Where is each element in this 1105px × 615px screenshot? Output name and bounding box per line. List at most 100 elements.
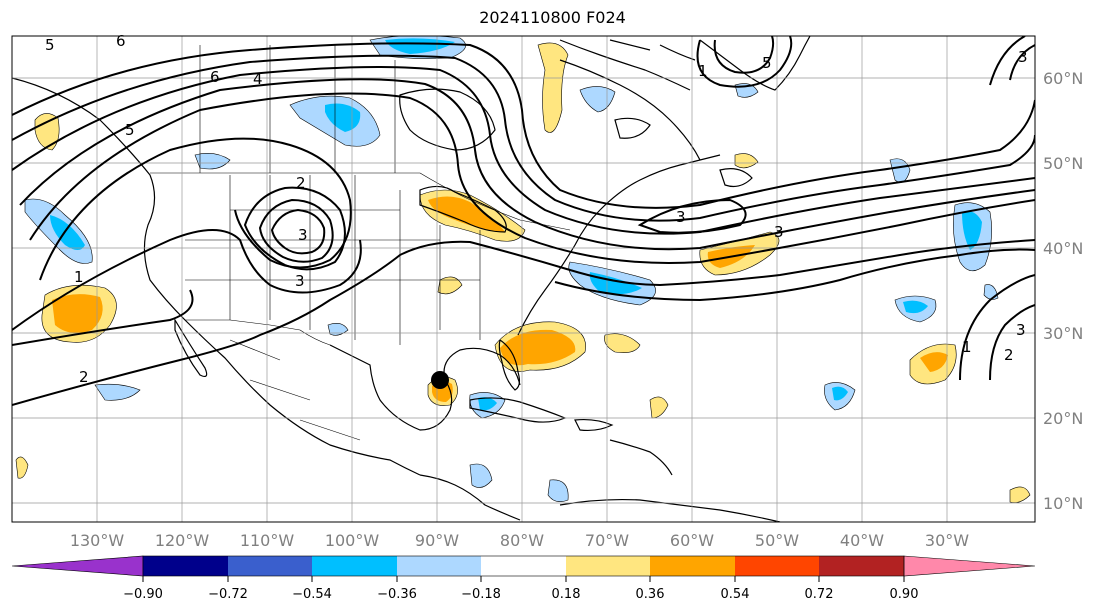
caribbean-islands [609, 439, 673, 476]
lon-label: 80°W [500, 531, 544, 550]
contour-label: 2 [79, 368, 89, 386]
newfoundland [719, 168, 753, 188]
canadian-islands [609, 39, 696, 139]
colorbar-bin [819, 556, 904, 576]
contour-label: 3 [295, 272, 305, 290]
colorbar-low-extend [11, 555, 144, 577]
contour-line [696, 36, 793, 88]
colorbar-bin [228, 556, 312, 576]
cool-anomaly-core [832, 386, 848, 401]
warm-anomaly-region [537, 42, 569, 133]
lon-label: 40°W [840, 531, 884, 550]
arctic-islands [559, 39, 691, 91]
colorbar-bin [650, 556, 735, 576]
lon-label: 90°W [415, 531, 459, 550]
lon-label: 110°W [240, 531, 295, 550]
colorbar-high-extend [903, 555, 1036, 577]
colorbar-tick-label: 0.72 [805, 587, 834, 602]
colorbar-bin [481, 556, 566, 576]
warm-anomaly-core [52, 294, 103, 334]
colorbar-tick-label: −0.36 [377, 587, 417, 602]
contour-line [554, 248, 1035, 302]
colorbar-bin [397, 556, 481, 576]
storm-center-marker [431, 371, 449, 389]
contour-line [637, 198, 747, 234]
contour-label: 2 [1004, 346, 1014, 364]
contour-line [12, 229, 362, 331]
contour-label: 4 [253, 70, 263, 88]
contour-label: 3 [774, 223, 784, 241]
gulf-coast [329, 344, 521, 431]
cool-anomaly-region [94, 383, 141, 401]
contour-label: 6 [116, 32, 126, 50]
colorbar: −0.90 −0.72 −0.54 −0.36 −0.18 0.18 0.36 … [11, 555, 1036, 602]
lon-label: 50°W [755, 531, 799, 550]
florida-peninsula [498, 339, 521, 391]
cool-anomaly-core [50, 215, 85, 250]
contour-line [989, 36, 1026, 86]
colorbar-tick-label: 0.18 [552, 587, 581, 602]
baja-california [174, 317, 208, 378]
warm-anomaly-region [15, 456, 29, 479]
cool-anomaly-region [469, 463, 493, 488]
colorbar-tick-label: 0.90 [890, 587, 919, 602]
lat-label: 10°N [1043, 494, 1083, 513]
colorbar-tick-label: −0.90 [123, 587, 163, 602]
warm-anomaly-core [500, 329, 576, 366]
warm-anomaly-region [1009, 486, 1031, 503]
lon-label: 100°W [325, 531, 380, 550]
lat-label: 60°N [1043, 69, 1083, 88]
graticule-grid [12, 36, 1035, 522]
contour-line [12, 239, 1035, 406]
contour-label: 5 [45, 36, 55, 54]
latitude-labels: 60°N 50°N 40°N 30°N 20°N 10°N [1043, 69, 1083, 513]
colorbar-tick-label: −0.72 [208, 587, 248, 602]
map-frame [11, 35, 1036, 523]
contour-line [29, 92, 1035, 264]
warm-anomaly-region [34, 113, 60, 151]
great-lakes [419, 185, 507, 233]
contour-label: 1 [962, 338, 972, 356]
north-america-west-coast [12, 77, 421, 476]
cool-anomaly-region [547, 479, 569, 502]
south-america-coast [559, 498, 781, 522]
lat-label: 20°N [1043, 409, 1083, 428]
colorbar-tick-label: −0.54 [292, 587, 332, 602]
contour-label: 3 [1016, 321, 1026, 339]
colorbar-ticks [142, 576, 905, 582]
warm-anomaly-region [734, 153, 759, 169]
hudson-bay [399, 88, 496, 151]
lat-label: 50°N [1043, 154, 1083, 173]
cool-anomaly-region [194, 153, 231, 170]
colorbar-tick-label: −0.18 [461, 587, 501, 602]
colorbar-tick-label: 0.54 [721, 587, 750, 602]
contour-line [12, 42, 1035, 209]
colorbar-bin [735, 556, 819, 576]
colorbar-outline [142, 555, 905, 577]
lon-label: 120°W [155, 531, 210, 550]
contour-label: 5 [125, 121, 135, 139]
contour-label: 3 [676, 208, 686, 226]
atlantic-east-coast [517, 154, 721, 336]
cool-anomaly-region [579, 86, 616, 113]
longitude-labels: 130°W 120°W 110°W 100°W 90°W 80°W 70°W 6… [70, 531, 969, 550]
contour-line [258, 198, 334, 263]
cool-anomaly-core [962, 211, 982, 250]
contour-label: 3 [1018, 48, 1028, 66]
contour-label: 2 [296, 174, 306, 192]
contour-line [12, 289, 194, 346]
contour-labels: 5 6 6 5 5 4 2 3 3 1 2 1 3 3 2 1 3 3 [45, 32, 1028, 386]
lat-label: 40°N [1043, 239, 1083, 258]
hispaniola-island [574, 418, 614, 432]
warm-anomaly-region [649, 396, 669, 419]
lon-label: 70°W [585, 531, 629, 550]
lat-label: 30°N [1043, 324, 1083, 343]
lon-label: 130°W [70, 531, 125, 550]
warm-anomaly-region [437, 276, 463, 295]
contour-label: 3 [298, 226, 308, 244]
cool-anomaly-core [325, 103, 361, 132]
colorbar-bin [143, 556, 228, 576]
contour-line [243, 186, 346, 271]
colorbar-tick-label: 0.36 [636, 587, 665, 602]
